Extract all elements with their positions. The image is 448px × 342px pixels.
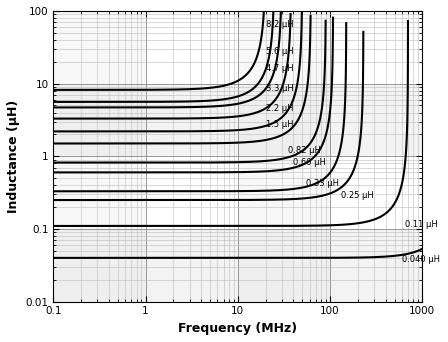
Bar (53, 11, 146, 302)
Text: 0.60 μH: 0.60 μH (293, 158, 326, 167)
Bar (53, 229, 422, 302)
Bar (422, 11, 448, 302)
Text: 0.25 μH: 0.25 μH (340, 191, 373, 200)
Text: 0.33 μH: 0.33 μH (306, 179, 339, 188)
Bar (238, 11, 330, 302)
Text: 8.2 μH: 8.2 μH (266, 20, 293, 29)
Text: 0.040 μH: 0.040 μH (402, 255, 440, 264)
Text: 2.2 μH: 2.2 μH (266, 104, 293, 113)
Bar (53, 0, 422, 11)
Text: 4.7 μH: 4.7 μH (266, 64, 293, 73)
Text: 1.5 μH: 1.5 μH (266, 120, 293, 129)
Y-axis label: Inductance (μH): Inductance (μH) (7, 100, 20, 213)
Text: 0.11 μH: 0.11 μH (405, 220, 438, 229)
X-axis label: Frequency (MHz): Frequency (MHz) (178, 322, 297, 335)
Text: 5.6 μH: 5.6 μH (266, 47, 293, 56)
Text: 3.3 μH: 3.3 μH (266, 84, 293, 93)
Text: 0.82 μH: 0.82 μH (288, 146, 321, 155)
Bar (53, 83, 422, 156)
